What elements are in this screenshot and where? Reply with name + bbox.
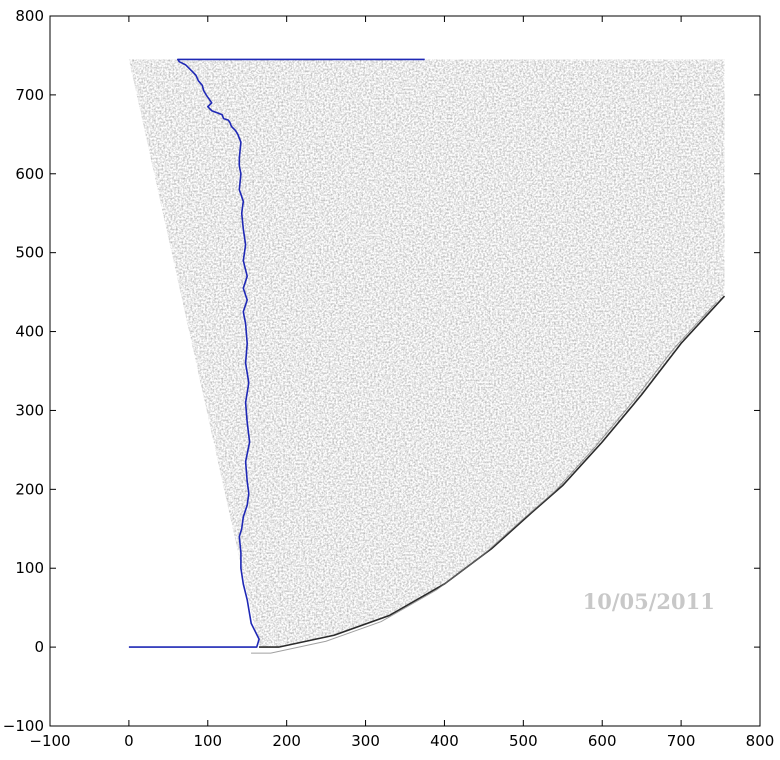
y-tick-label: 600 [15, 165, 44, 183]
plot-frame [49, 15, 761, 727]
specimen-image [128, 59, 726, 654]
date-stamp: 10/05/2011 [583, 589, 715, 614]
x-tick-label: −100 [29, 732, 70, 750]
y-tick-label: 500 [15, 244, 44, 262]
y-tick-label: 400 [15, 323, 44, 341]
y-tick-label: −100 [3, 717, 44, 735]
y-tick-label: 0 [34, 638, 44, 656]
x-tick-label: 800 [746, 732, 775, 750]
x-tick-label: 300 [351, 732, 380, 750]
x-tick-label: 500 [509, 732, 538, 750]
y-tick-label: 700 [15, 86, 44, 104]
x-axis: −100 0 100 200 300 400 500 600 700 800 [29, 16, 774, 750]
specimen-edge [259, 295, 726, 648]
x-tick-label: 0 [124, 732, 134, 750]
specimen-body [128, 59, 725, 648]
x-tick-label: 200 [272, 732, 301, 750]
x-tick-label: 600 [588, 732, 617, 750]
specimen-inner-edge [251, 301, 717, 654]
x-tick-label: 100 [193, 732, 222, 750]
y-tick-label: 300 [15, 401, 44, 419]
boundary-line [128, 58, 425, 648]
y-axis: −100 0 100 200 300 400 500 600 700 800 [3, 7, 760, 735]
series-layer [128, 58, 425, 648]
y-tick-label: 800 [15, 7, 44, 25]
y-tick-label: 100 [15, 559, 44, 577]
x-tick-label: 400 [430, 732, 459, 750]
x-tick-label: 700 [667, 732, 696, 750]
y-tick-label: 200 [15, 480, 44, 498]
